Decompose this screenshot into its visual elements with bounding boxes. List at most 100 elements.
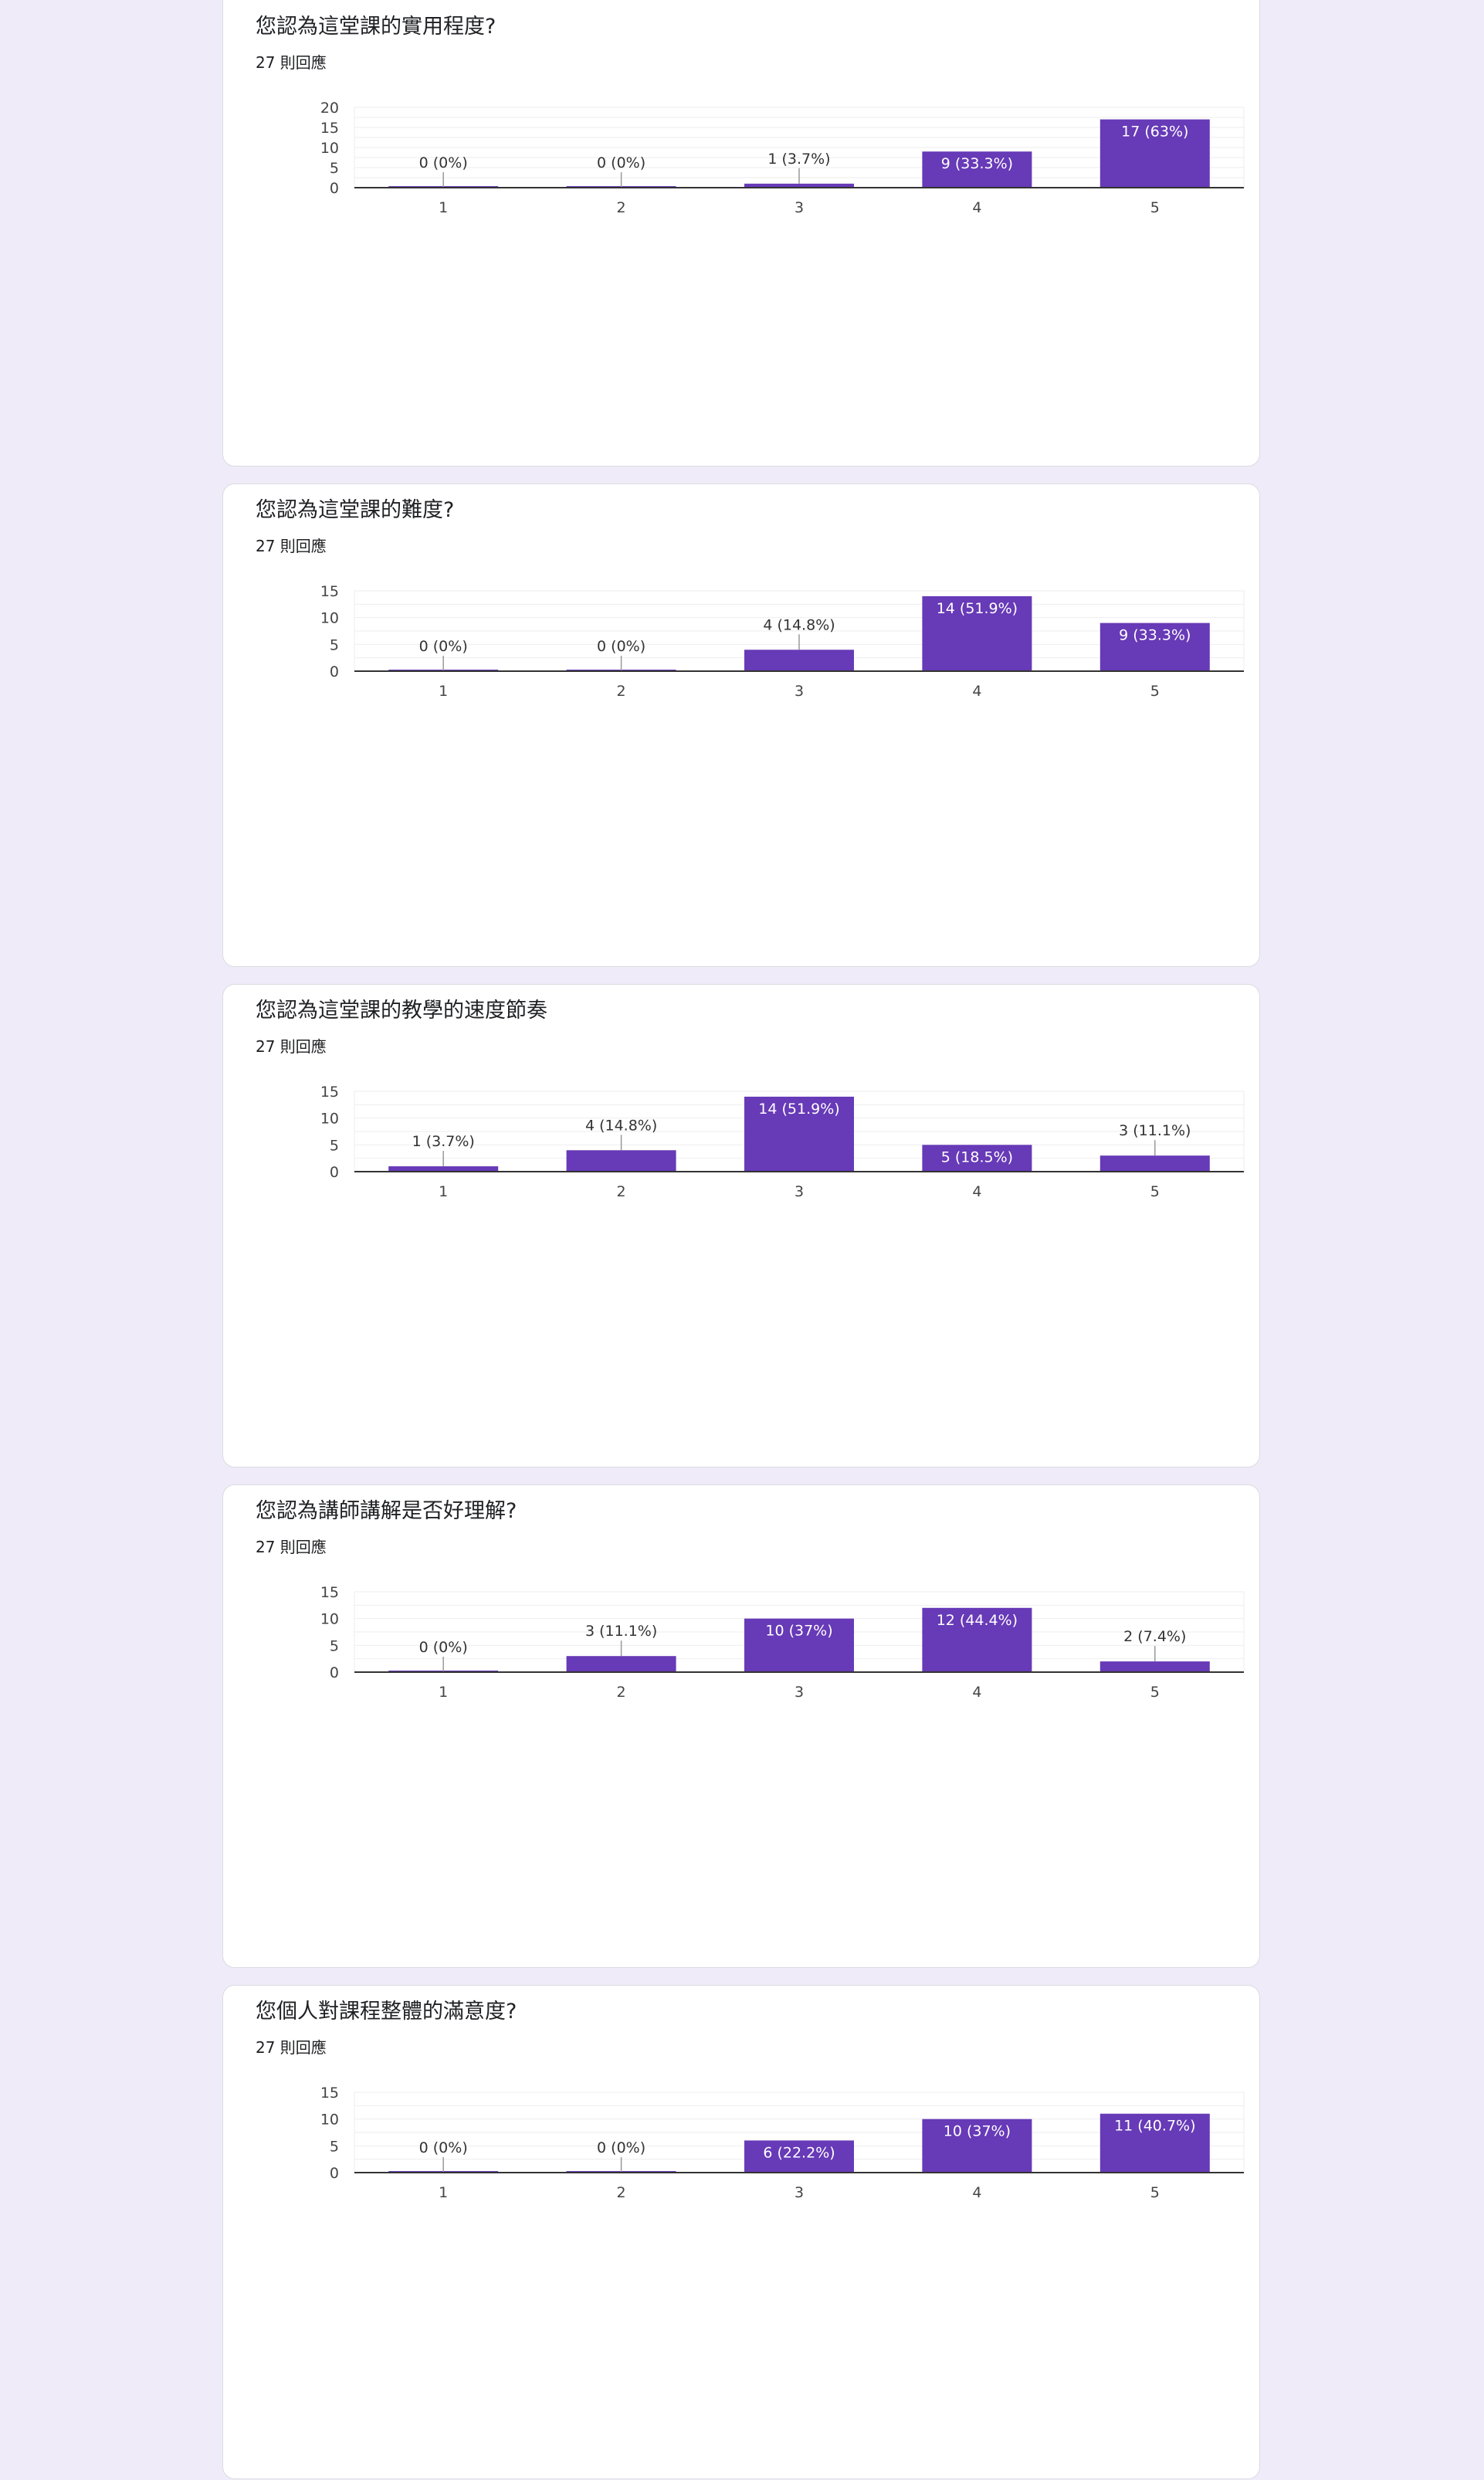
bar-3[interactable] — [744, 1096, 854, 1172]
data-label: 10 (37%) — [765, 1623, 832, 1640]
bar-4[interactable] — [922, 595, 1032, 671]
x-tick-label: 2 — [617, 2184, 626, 2201]
data-label: 4 (14.8%) — [585, 1117, 657, 1134]
bar-5[interactable] — [1099, 119, 1210, 188]
question-title: 您認為這堂課的難度? — [256, 498, 455, 522]
data-label: 5 (18.5%) — [941, 1148, 1013, 1165]
bar-5[interactable] — [1099, 623, 1210, 671]
y-tick-label: 0 — [330, 1164, 339, 1181]
bar-3[interactable] — [744, 2140, 854, 2173]
data-label: 9 (33.3%) — [1119, 627, 1191, 644]
data-label: 0 (0%) — [419, 2139, 468, 2156]
x-tick-label: 1 — [439, 1183, 448, 1200]
response-count: 27 則回應 — [256, 2038, 327, 2057]
data-label: 3 (11.1%) — [1119, 1122, 1191, 1139]
x-tick-label: 2 — [617, 683, 626, 700]
bar-chart: 0 5 10 15 0 (0%) 1 0 (0%) 2 4 (14.8%) 3 14 (51.9%)… — [320, 583, 1245, 700]
bar-4[interactable] — [922, 151, 1032, 188]
x-tick-label: 5 — [1150, 199, 1160, 216]
y-tick-label: 5 — [330, 1137, 339, 1154]
bar-4[interactable] — [922, 1145, 1032, 1172]
y-tick-label: 10 — [320, 140, 339, 157]
x-tick-label: 3 — [795, 2184, 804, 2201]
data-label: 6 (22.2%) — [763, 2144, 835, 2161]
bar-3[interactable] — [744, 650, 854, 671]
question-card-3: 您認為這堂課的教學的速度節奏 27 則回應 0 5 10 15 1 (3.7%) 1 4 (… — [222, 984, 1260, 1467]
question-title: 您認為這堂課的教學的速度節奏 — [256, 999, 547, 1023]
response-count: 27 則回應 — [256, 53, 327, 72]
y-tick-label: 0 — [330, 663, 339, 680]
x-tick-label: 1 — [439, 1684, 448, 1701]
y-tick-label: 10 — [320, 610, 339, 627]
question-card-5: 您個人對課程整體的滿意度? 27 則回應 0 5 10 15 0 (0%) 1 0 (0%)… — [222, 1985, 1260, 2479]
data-label: 0 (0%) — [419, 154, 468, 171]
bar-3[interactable] — [744, 1618, 854, 1672]
data-label: 14 (51.9%) — [758, 1101, 839, 1118]
data-label: 0 (0%) — [597, 638, 645, 655]
bar-3[interactable] — [744, 183, 854, 188]
x-tick-label: 3 — [795, 199, 804, 216]
data-label: 0 (0%) — [597, 2139, 645, 2156]
data-label: 17 (63%) — [1121, 124, 1188, 141]
y-tick-label: 5 — [330, 1637, 339, 1654]
x-tick-label: 5 — [1150, 1684, 1160, 1701]
data-label: 3 (11.1%) — [585, 1623, 657, 1640]
x-tick-label: 5 — [1150, 2184, 1160, 2201]
y-tick-label: 0 — [330, 180, 339, 197]
bar-2[interactable] — [566, 1656, 676, 1672]
y-tick-label: 5 — [330, 636, 339, 653]
bar-1[interactable] — [388, 1166, 499, 1172]
data-label: 14 (51.9%) — [937, 600, 1018, 617]
x-tick-label: 3 — [795, 683, 804, 700]
data-label: 0 (0%) — [419, 638, 468, 655]
y-tick-label: 15 — [320, 120, 339, 137]
x-tick-label: 5 — [1150, 683, 1160, 700]
x-tick-label: 2 — [617, 199, 626, 216]
data-label: 0 (0%) — [597, 154, 645, 171]
data-label: 10 (37%) — [944, 2123, 1011, 2140]
x-tick-label: 1 — [439, 199, 448, 216]
y-tick-label: 15 — [320, 583, 339, 600]
x-tick-label: 4 — [972, 2184, 981, 2201]
x-tick-label: 2 — [617, 1183, 626, 1200]
question-title: 您認為講師講解是否好理解? — [256, 1499, 517, 1523]
y-tick-label: 20 — [320, 100, 339, 117]
bar-chart: 0 5 10 15 0 (0%) 1 3 (11.1%) 2 10 (37%) 3 12 (44.4… — [320, 1584, 1245, 1701]
x-tick-label: 1 — [439, 683, 448, 700]
question-card-1: 您認為這堂課的實用程度? 27 則回應 0 5 10 15 20 0 (0%) 1 0 (0%… — [222, 0, 1260, 466]
bar-2[interactable] — [566, 1150, 676, 1172]
x-tick-label: 5 — [1150, 1183, 1160, 1200]
question-title: 您認為這堂課的實用程度? — [256, 15, 496, 39]
x-tick-label: 4 — [972, 199, 981, 216]
data-label: 0 (0%) — [419, 1639, 468, 1656]
x-tick-label: 4 — [972, 1684, 981, 1701]
bar-5[interactable] — [1099, 1661, 1210, 1672]
y-tick-label: 15 — [320, 1084, 339, 1101]
y-tick-label: 0 — [330, 2165, 339, 2182]
response-count: 27 則回應 — [256, 537, 327, 555]
data-label: 9 (33.3%) — [941, 155, 1013, 172]
data-label: 4 (14.8%) — [763, 616, 835, 633]
y-tick-label: 10 — [320, 1111, 339, 1128]
y-tick-label: 15 — [320, 2085, 339, 2102]
response-count: 27 則回應 — [256, 1037, 327, 1056]
question-card-2: 您認為這堂課的難度? 27 則回應 0 5 10 15 0 (0%) 1 0 (0%) 2 4 … — [222, 483, 1260, 967]
bar-chart: 0 5 10 15 20 0 (0%) 1 0 (0%) 2 1 (3.7%) 3 9 (33.3%)… — [320, 100, 1245, 216]
bar-5[interactable] — [1099, 1155, 1210, 1172]
x-tick-label: 3 — [795, 1684, 804, 1701]
data-label: 1 (3.7%) — [767, 151, 830, 168]
x-tick-label: 3 — [795, 1183, 804, 1200]
response-count: 27 則回應 — [256, 1538, 327, 1556]
x-tick-label: 2 — [617, 1684, 626, 1701]
data-label: 1 (3.7%) — [412, 1133, 475, 1150]
question-title: 您個人對課程整體的滿意度? — [256, 2000, 517, 2024]
y-tick-label: 10 — [320, 1611, 339, 1628]
data-label: 12 (44.4%) — [937, 1612, 1018, 1629]
bar-5[interactable] — [1099, 2113, 1210, 2173]
data-label: 2 (7.4%) — [1123, 1628, 1186, 1645]
bar-4[interactable] — [922, 1607, 1032, 1672]
y-tick-label: 0 — [330, 1664, 339, 1681]
bar-4[interactable] — [922, 2119, 1032, 2173]
y-tick-label: 5 — [330, 160, 339, 177]
question-card-4: 您認為講師講解是否好理解? 27 則回應 0 5 10 15 0 (0%) 1 3 (11.… — [222, 1484, 1260, 1968]
